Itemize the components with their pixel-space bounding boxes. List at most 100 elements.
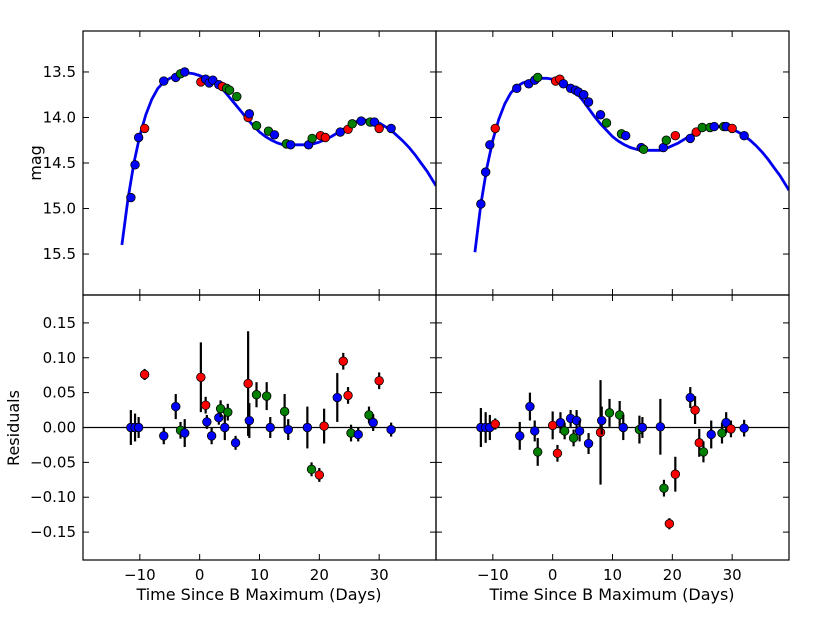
left-mag-point xyxy=(320,132,331,143)
left-residual-point xyxy=(159,427,169,445)
right-residual-marker xyxy=(706,429,716,440)
right-xtick-label: −10 xyxy=(477,566,509,584)
bottom-ytick-label: −0.15 xyxy=(30,523,76,541)
right-residual-marker xyxy=(659,483,669,493)
left-mag-point xyxy=(386,123,396,134)
left-mag-point xyxy=(224,85,235,95)
right-mag-point xyxy=(485,140,495,150)
right-residual-point xyxy=(706,420,716,449)
bottom-ytick-label: 0.05 xyxy=(43,384,76,402)
right-residual-point xyxy=(583,433,594,454)
right-residual-point xyxy=(659,479,669,497)
left-residual-marker xyxy=(243,378,253,389)
left-residual-point xyxy=(261,382,272,411)
left-xtick-label: 0 xyxy=(195,566,205,584)
right-residual-marker xyxy=(547,420,558,431)
left-residual-point xyxy=(200,396,211,414)
left-residual-marker xyxy=(319,421,329,431)
right-mag-point xyxy=(490,123,500,134)
right-residual-marker xyxy=(698,447,709,457)
right-mag-point xyxy=(579,90,589,100)
right-mag-point xyxy=(670,130,681,141)
left-residual-point xyxy=(196,342,206,413)
right-mag-point xyxy=(661,135,672,145)
right-residual-marker xyxy=(726,424,736,434)
right-mag-point xyxy=(739,130,749,141)
right-residual-point xyxy=(490,418,500,430)
right-residual-point xyxy=(552,444,563,462)
right-residual-marker xyxy=(595,427,606,438)
right-residual-point xyxy=(515,421,525,450)
left-residual-marker xyxy=(171,401,181,412)
right-residual-marker xyxy=(574,426,585,436)
left-residual-point xyxy=(368,414,378,431)
right-residual-marker xyxy=(717,428,727,438)
left-residual-marker xyxy=(368,417,378,428)
left-xtick-label: −10 xyxy=(124,566,156,584)
right-residual-point xyxy=(739,419,749,437)
left-residual-point xyxy=(171,394,181,420)
left-mag-point xyxy=(232,91,242,102)
left-residual-marker xyxy=(306,464,317,475)
right-residual-marker xyxy=(685,392,695,403)
right-residual-marker xyxy=(739,423,749,433)
right-mag-point xyxy=(558,79,569,89)
left-residual-point xyxy=(279,394,290,429)
left-residual-point xyxy=(386,422,396,437)
right-residual-marker xyxy=(525,401,535,412)
left-residual-point xyxy=(306,462,317,477)
left-residual-point xyxy=(133,417,144,438)
right-residual-point xyxy=(595,380,606,485)
right-mag-point xyxy=(476,199,486,209)
left-residual-marker xyxy=(364,410,374,420)
left-residual-point xyxy=(374,372,384,390)
left-residual-marker xyxy=(220,422,230,433)
left-residual-marker xyxy=(261,391,272,401)
right-xtick-label: 20 xyxy=(663,566,682,584)
left-residual-point xyxy=(302,406,313,449)
right-mag-point xyxy=(709,121,719,132)
right-xtick-label: 0 xyxy=(548,566,558,584)
left-mag-point xyxy=(369,117,380,127)
top-ylabel: mag xyxy=(26,145,45,181)
right-residual-point xyxy=(547,411,558,440)
left-residual-point xyxy=(319,408,329,444)
left-residual-point xyxy=(202,414,212,429)
right-residual-marker xyxy=(690,405,700,415)
left-residual-marker xyxy=(180,428,190,438)
right-residual-point xyxy=(525,392,535,421)
left-residual-marker xyxy=(206,431,217,441)
left-residual-point xyxy=(139,368,150,381)
right-residual-marker xyxy=(515,431,525,441)
left-mag-point xyxy=(269,130,280,140)
left-residual-point xyxy=(332,373,342,422)
left-residual-marker xyxy=(374,376,384,386)
top-ytick-label: 14.0 xyxy=(43,108,76,126)
right-mag-point xyxy=(533,72,543,83)
left-residual-point xyxy=(220,414,230,441)
right-mag-point xyxy=(697,122,707,133)
right-residual-point xyxy=(690,396,700,425)
left-residual-marker xyxy=(332,392,342,403)
left-residual-point xyxy=(265,417,275,438)
left-residual-point xyxy=(251,382,262,408)
bottom-ytick-label: 0.00 xyxy=(43,419,76,437)
right-residual-point xyxy=(597,406,607,435)
right-mag-point xyxy=(583,97,594,107)
top-ytick-label: 15.0 xyxy=(43,200,76,218)
left-residual-marker xyxy=(159,431,169,441)
right-residual-marker xyxy=(533,447,543,457)
left-xtick-label: 30 xyxy=(370,566,389,584)
right-mag-point xyxy=(638,144,649,155)
left-residual-marker xyxy=(200,400,211,410)
bottom-ytick-label: 0.10 xyxy=(43,349,76,367)
left-residual-point xyxy=(215,400,226,418)
bottom-ylabel: Residuals xyxy=(4,390,23,466)
left-residual-marker xyxy=(314,470,325,480)
left-residual-marker xyxy=(230,438,241,448)
right-xtick-label: 10 xyxy=(603,566,622,584)
right-residual-point xyxy=(568,429,579,447)
left-mag-point xyxy=(133,132,144,143)
left-residual-point xyxy=(353,427,363,442)
